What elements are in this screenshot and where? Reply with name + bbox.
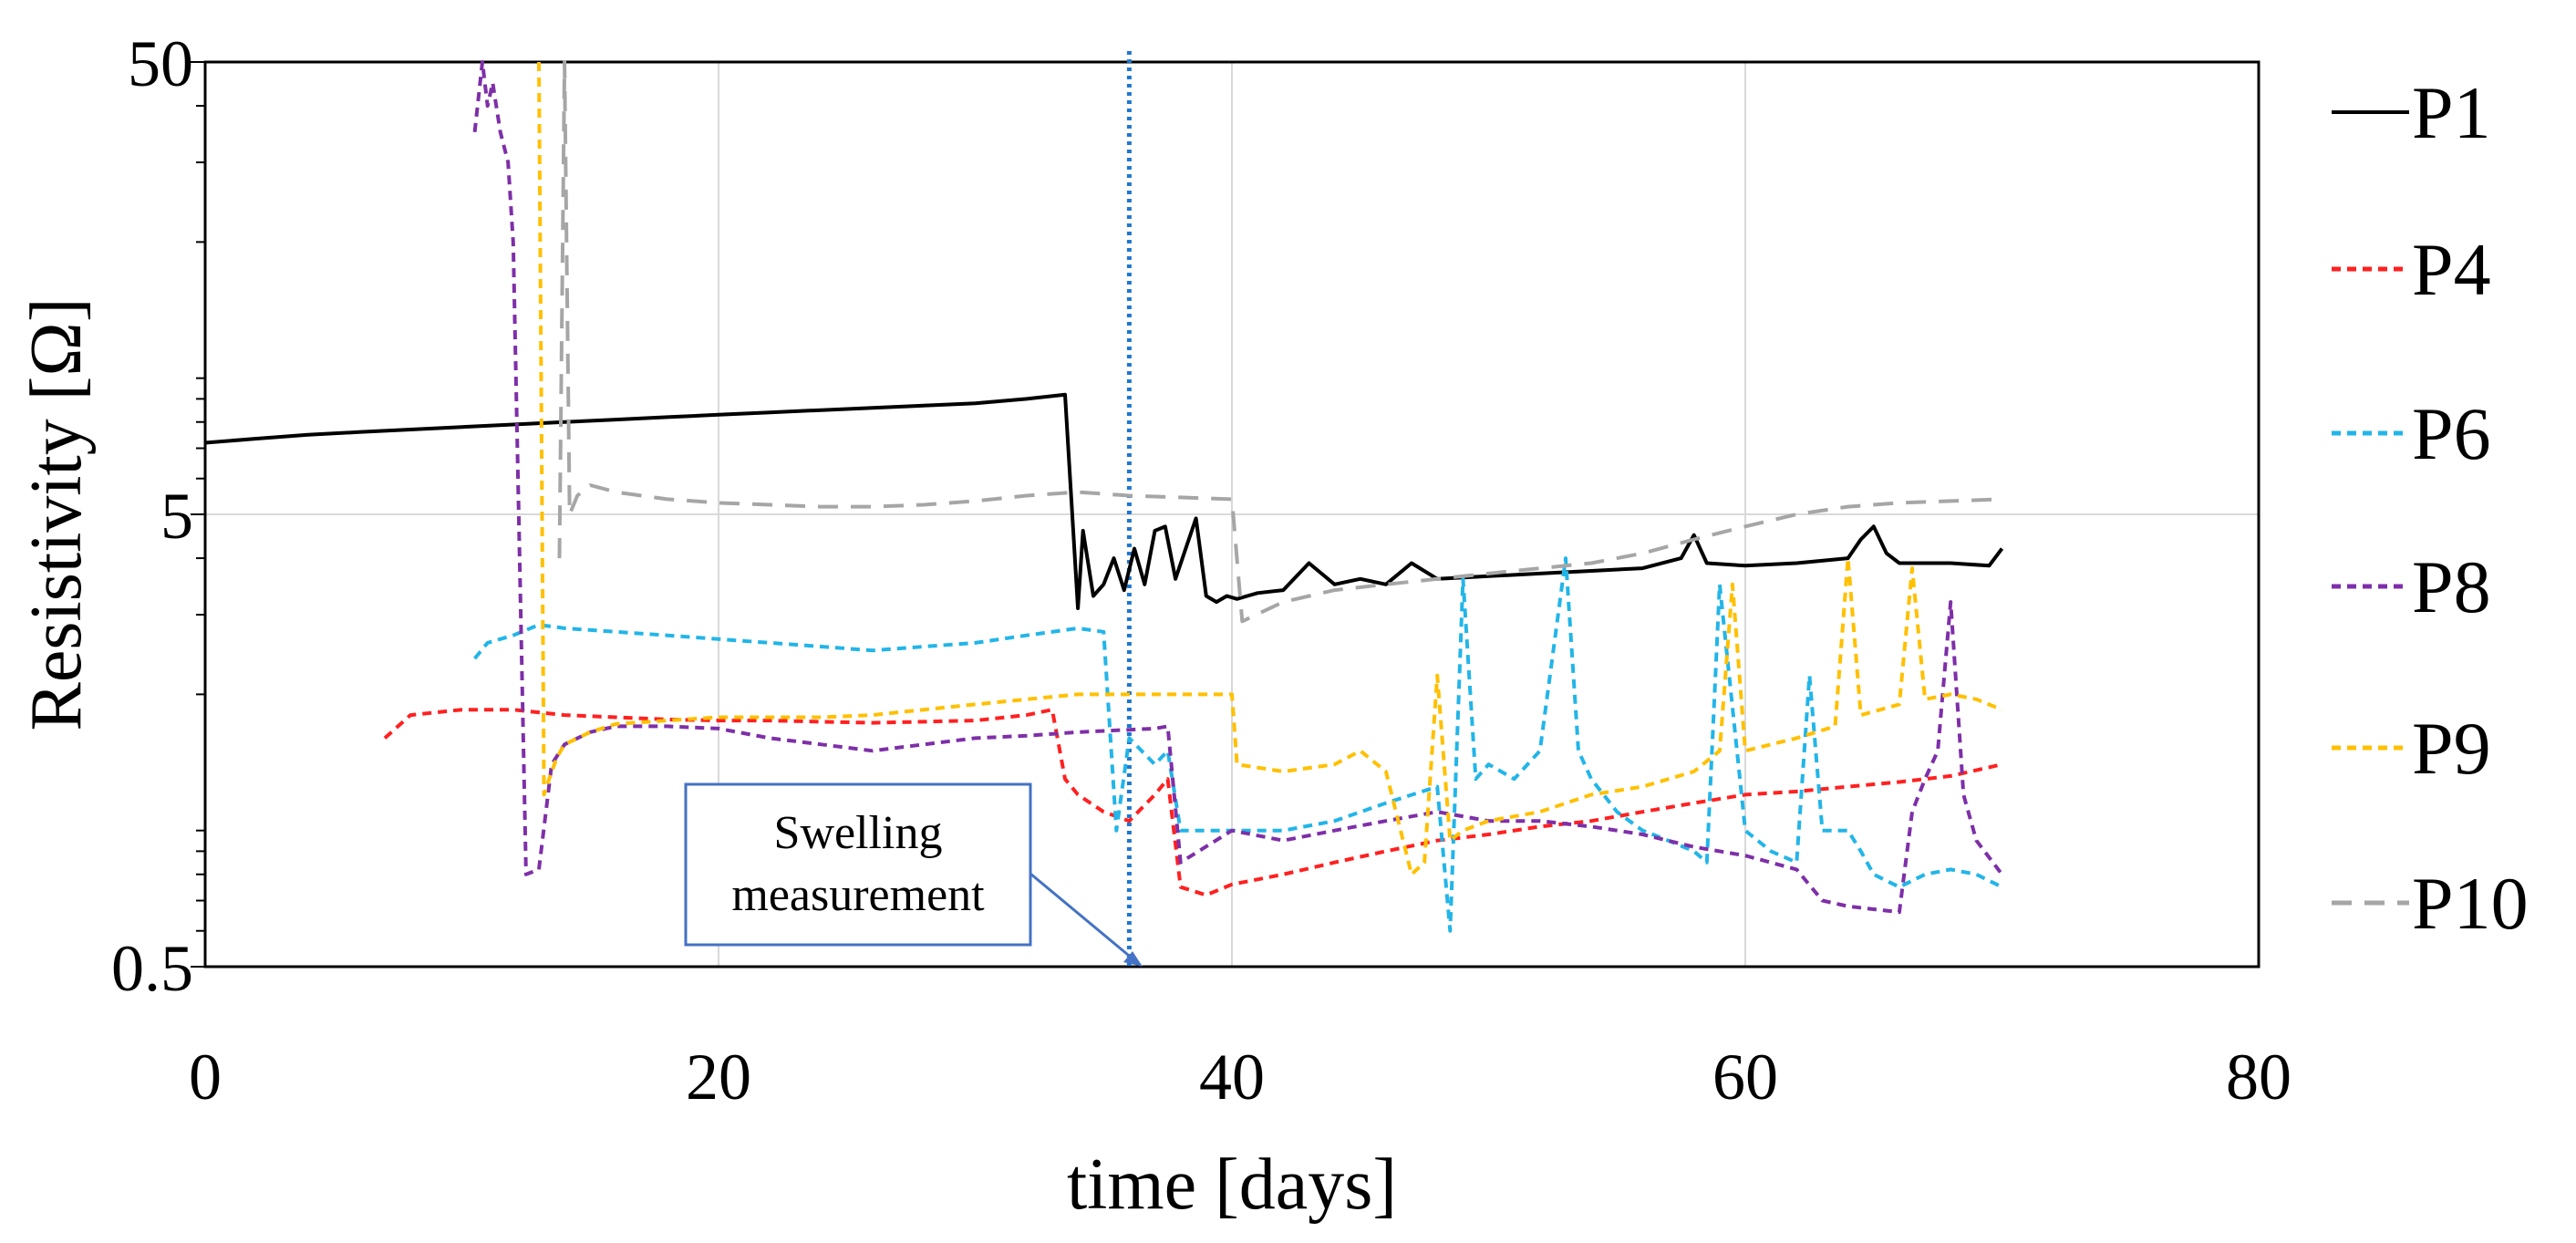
legend-item-p4: P4	[2332, 228, 2491, 311]
swelling-annotation: Swelling measurement	[684, 782, 1143, 967]
x-tick-label: 80	[2226, 1041, 2292, 1114]
legend: P1 P4 P6 P8 P9 P10	[2332, 71, 2529, 945]
series-group	[204, 60, 2004, 933]
x-axis-tick-labels: 0 20 40 60 80	[189, 1041, 2292, 1114]
legend-label-p1: P1	[2412, 71, 2491, 154]
tick-marks	[191, 61, 205, 968]
legend-label-p4: P4	[2412, 228, 2491, 311]
x-tick-label: 0	[189, 1041, 222, 1114]
legend-item-p6: P6	[2332, 392, 2491, 475]
y-tick-label: 5	[160, 480, 193, 553]
legend-label-p10: P10	[2412, 862, 2529, 945]
annotation-text-line2: measurement	[731, 869, 985, 921]
annotation-text-line1: Swelling	[774, 807, 943, 859]
x-tick-label: 20	[686, 1041, 751, 1114]
legend-item-p9: P9	[2332, 707, 2491, 790]
annotation-arrow	[1029, 872, 1134, 961]
x-tick-label: 40	[1199, 1041, 1265, 1114]
series-line-p9	[537, 61, 2003, 876]
series-line-p1	[204, 392, 2004, 610]
legend-label-p8: P8	[2412, 545, 2491, 628]
legend-item-p10: P10	[2332, 862, 2529, 945]
series-line-p6	[473, 556, 2003, 933]
annotation-arrowhead	[1123, 951, 1143, 967]
y-axis-title: Resistivity [Ω]	[16, 298, 97, 731]
legend-label-p6: P6	[2412, 392, 2491, 475]
series-line-p4	[383, 708, 2002, 897]
x-tick-label: 60	[1712, 1041, 1778, 1114]
x-axis-title: time [days]	[1067, 1145, 1397, 1225]
y-tick-label: 50	[128, 27, 193, 100]
legend-label-p9: P9	[2412, 707, 2491, 790]
legend-item-p8: P8	[2332, 545, 2491, 628]
series-line-p10	[557, 60, 2002, 624]
y-axis-tick-labels: 0.5 5 50	[111, 27, 193, 1005]
series-line-p8	[472, 60, 2004, 915]
legend-item-p1: P1	[2332, 71, 2491, 154]
annotation-box	[684, 782, 1032, 947]
y-tick-label: 0.5	[111, 932, 193, 1005]
